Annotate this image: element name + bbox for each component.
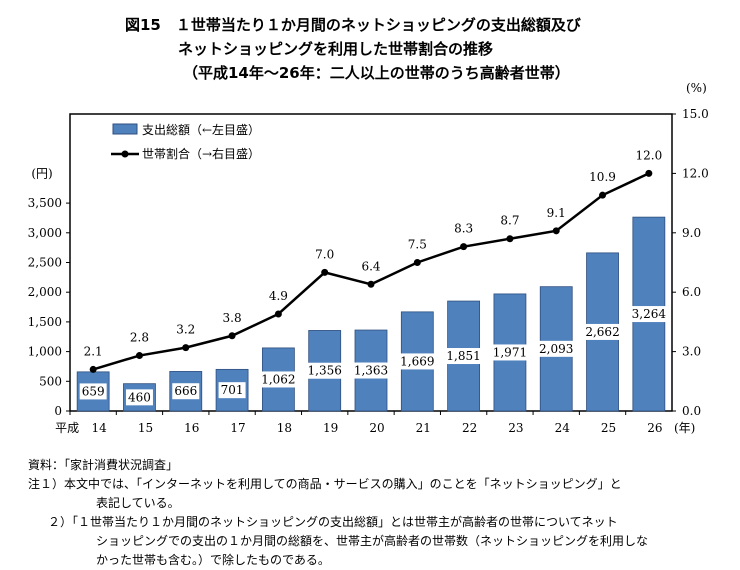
legend-bar-swatch [112, 123, 138, 135]
bar-label-bg [489, 344, 531, 361]
note-1-cont: 表記している。 [96, 496, 180, 510]
bar-label: 701 [221, 383, 244, 397]
bar-label-bg [257, 371, 299, 388]
left-tick-label: 1,000 [28, 345, 62, 359]
source-note: 資料：「家計消費状況調査」 [28, 458, 179, 472]
line-label: 8.7 [500, 214, 519, 228]
line-label: 10.9 [589, 170, 616, 184]
line-point [460, 243, 468, 251]
line-label: 9.1 [547, 206, 566, 220]
line-label: 3.8 [223, 311, 242, 325]
line-label: 4.9 [269, 289, 288, 303]
bar-label-bg [79, 383, 107, 400]
x-tick-label: 23 [508, 421, 523, 435]
bar-label-bg [535, 340, 577, 357]
right-tick-label: 3.0 [682, 345, 701, 359]
line-point [89, 365, 97, 373]
line-label: 2.1 [84, 344, 103, 358]
x-tick-label: 16 [184, 421, 199, 435]
x-tick-label: 19 [323, 421, 338, 435]
bar-label: 2,093 [539, 342, 573, 356]
bar-label-bg [443, 348, 485, 365]
left-tick-label: 1,500 [28, 315, 62, 329]
line-point [645, 169, 653, 177]
bar-label-bg [218, 382, 246, 399]
x-tick-label: 25 [601, 421, 616, 435]
line-point [413, 259, 421, 266]
line-label: 2.8 [130, 331, 149, 345]
notes: 資料：「家計消費状況調査」 注１）本文中では、「インターネットを利用しての商品・… [28, 456, 648, 570]
bar-label: 1,062 [261, 372, 295, 386]
bar-label-bg [350, 362, 392, 379]
right-tick-label: 0.0 [682, 404, 701, 418]
line-point [228, 332, 236, 340]
bar-label: 1,356 [308, 364, 342, 378]
x-tick-label: 22 [462, 421, 477, 435]
note-2-cont: ショッピングでの支出の１か月間の総額を、世帯主が高齢者の世帯数（ネットショッピン… [96, 534, 649, 548]
legend-line-marker [121, 150, 129, 158]
bar-label: 3,264 [632, 307, 667, 321]
x-tick-label: 18 [277, 421, 292, 435]
bar-label: 1,971 [493, 345, 527, 359]
bar-label-bg [396, 353, 438, 370]
right-tick-label: 9.0 [682, 226, 701, 240]
x-tick-label: 14 [92, 421, 108, 435]
left-tick-label: 2,500 [28, 256, 62, 270]
line-label: 7.5 [408, 238, 427, 252]
left-tick-label: 3,000 [28, 226, 62, 240]
bar-label-bg [582, 323, 624, 340]
bar-label: 666 [174, 384, 197, 398]
bar-label-bg [125, 389, 153, 406]
chart: 0 500 1,000 1,500 2,000 2,500 3,000 3,500 (円) 0.0… [28, 81, 709, 435]
x-axis-prefix: 平成 [55, 421, 79, 435]
x-tick-label: 21 [416, 421, 431, 435]
line-label: 7.0 [315, 247, 334, 261]
x-tick-label: 26 [647, 421, 662, 435]
line-point [552, 227, 560, 235]
right-tick-label: 15.0 [682, 107, 709, 121]
chart-title: 図15 １世帯当たり１か月間のネットショッピングの支出総額及び [125, 16, 581, 34]
bar-label: 1,669 [400, 354, 434, 368]
line-point [135, 352, 143, 360]
chart-title-line2: ネットショッピングを利用した世帯割合の推移 [178, 40, 494, 58]
left-tick-label: 2,000 [28, 285, 62, 299]
line-point [182, 344, 190, 352]
right-tick-label: 6.0 [682, 285, 701, 299]
left-tick-label: 500 [39, 374, 62, 388]
x-tick-label: 24 [555, 421, 571, 435]
line-point [321, 268, 329, 276]
left-tick-label: 3,500 [28, 196, 62, 210]
bar-label-bg [304, 362, 346, 379]
x-tick-label: 17 [230, 421, 245, 435]
note-2: ２）「１世帯当たり１か月間のネットショッピングの支出総額」とは世帯主が高齢者の世… [48, 515, 618, 529]
bar-label: 2,662 [585, 325, 619, 339]
line-point [506, 235, 514, 243]
chart-subtitle: （平成14年～26年：二人以上の世帯のうち高齢者世帯） [183, 64, 570, 82]
right-tick-label: 12.0 [682, 166, 709, 180]
note-2-cont2: かった世帯も含む。）で除したものである。 [96, 553, 330, 567]
note-1: 注１）本文中では、「インターネットを利用しての商品・サービスの購入」のことを「ネ… [28, 477, 622, 491]
legend-line-label: 世帯割合（→右目盛） [142, 146, 260, 161]
bar-label-bg [628, 306, 670, 323]
line-label: 3.2 [176, 323, 195, 337]
line-label: 6.4 [361, 259, 380, 273]
left-axis-label: (円) [31, 166, 52, 180]
x-tick-label: 15 [138, 421, 153, 435]
bar-label: 460 [128, 390, 151, 404]
left-tick-label: 0 [54, 404, 62, 418]
x-axis-suffix: (年) [674, 421, 695, 435]
legend-bar-label: 支出総額（←左目盛） [142, 122, 260, 137]
x-tick-label: 20 [369, 421, 384, 435]
bar-label-bg [172, 383, 200, 400]
line-label: 8.3 [454, 222, 473, 236]
bar-label: 1,363 [354, 364, 388, 378]
bar-label: 659 [82, 384, 105, 398]
line-point [367, 280, 375, 288]
right-axis-label: (%) [686, 81, 707, 95]
line-point [274, 310, 282, 318]
bar-label: 1,851 [446, 349, 480, 363]
line-point [599, 191, 607, 199]
line-label: 12.0 [635, 148, 662, 162]
